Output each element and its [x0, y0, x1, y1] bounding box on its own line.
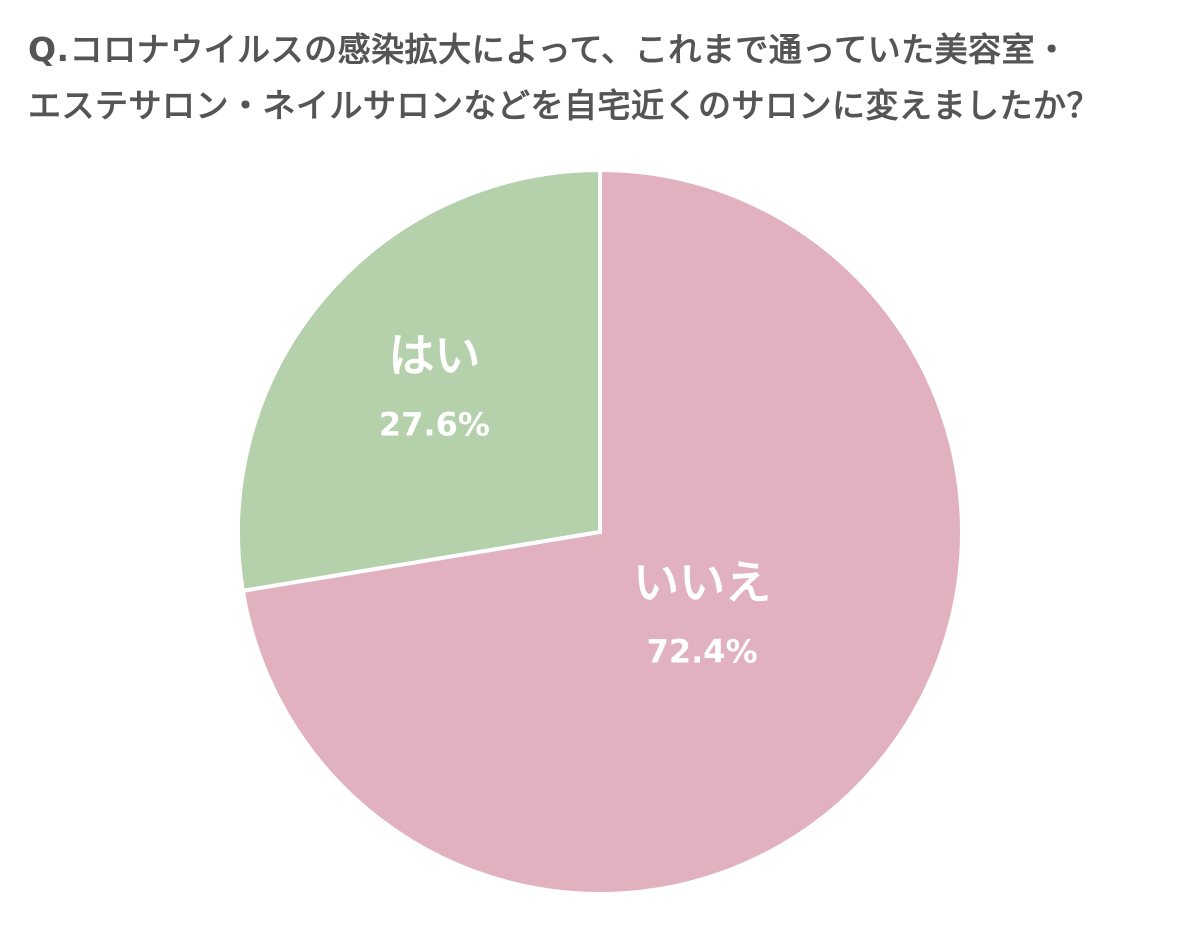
chart-title-line-1: Q.コロナウイルスの感染拡大によって、これまで通っていた美容室・: [28, 30, 1069, 69]
chart-title: Q.コロナウイルスの感染拡大によって、これまで通っていた美容室・ エステサロン・…: [28, 22, 1188, 134]
slice-value-1: 27.6%: [379, 405, 490, 443]
slice-value-2: 72.4%: [647, 633, 758, 671]
slice-label-2: いいえ: [633, 556, 771, 610]
pie-slice-2: [240, 167, 964, 896]
chart-title-line-2: エステサロン・ネイルサロンなどを自宅近くのサロンに変えましたか？: [28, 86, 1100, 125]
pie-slice-1: [236, 167, 602, 594]
slice-label-1: はい: [388, 328, 480, 382]
